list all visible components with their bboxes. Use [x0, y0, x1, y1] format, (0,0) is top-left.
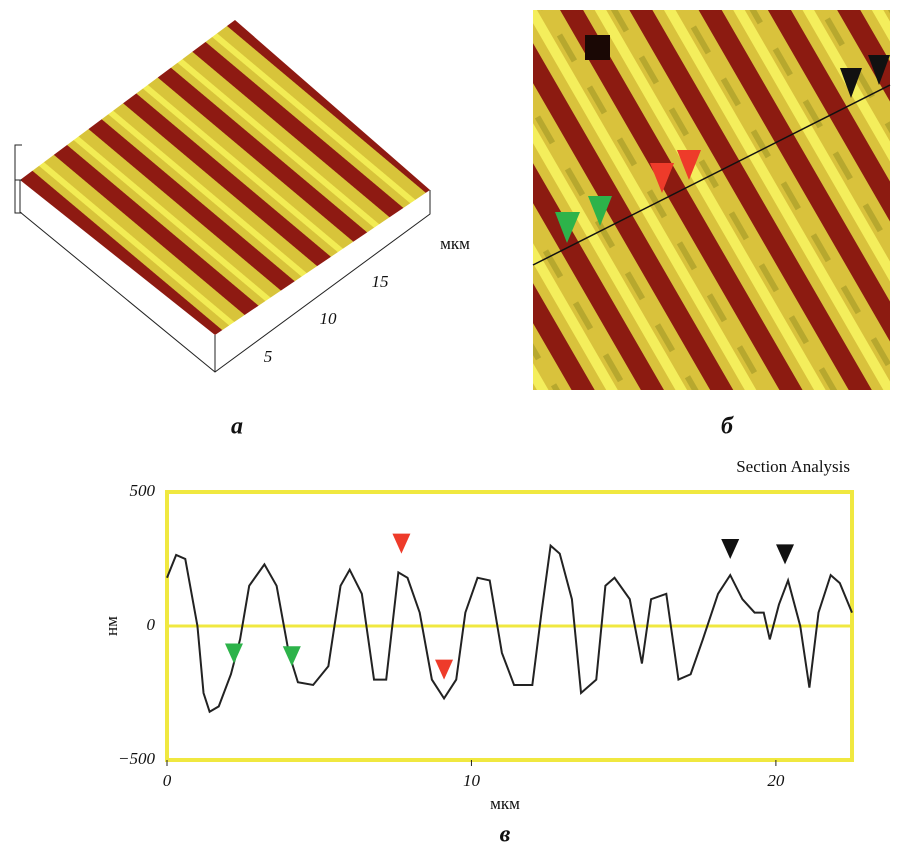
- section-chart: Section Analysis мкм нм в: [102, 457, 850, 848]
- y-tick-label: 500: [130, 481, 156, 500]
- x-tick-label: 0: [163, 771, 172, 790]
- cursor: [677, 150, 701, 180]
- panel-b: б: [532, 10, 891, 440]
- panel-label: б: [721, 414, 734, 440]
- cursor: [840, 68, 862, 98]
- panel-label: а: [231, 414, 243, 440]
- defect: [585, 35, 610, 60]
- y-tick-label: −500: [118, 749, 155, 768]
- cursor: [555, 212, 580, 243]
- axis-unit: мкм: [440, 234, 470, 253]
- panel-label: в: [500, 822, 511, 848]
- cursor-marker: [435, 659, 454, 680]
- x-axis-label: мкм: [490, 794, 520, 813]
- afm-image: [533, 10, 890, 390]
- z-scale: [14, 144, 22, 214]
- y-axis-label: нм: [102, 616, 121, 636]
- axis-tick-label: 5: [264, 347, 273, 366]
- y-tick-label: 0: [147, 615, 156, 634]
- cursor: [868, 55, 890, 85]
- x-tick-label: 20: [767, 771, 785, 790]
- chart-title: Section Analysis: [736, 457, 850, 476]
- cursor: [588, 196, 612, 226]
- cursor-marker: [224, 643, 243, 664]
- cursor-marker: [776, 544, 795, 565]
- cursor-marker: [721, 539, 740, 559]
- surface-3d: [20, 20, 430, 335]
- panel-a: мкм 15 10 5 а: [14, 20, 470, 440]
- cursor: [650, 163, 674, 193]
- axis-tick-label: 10: [320, 309, 338, 328]
- cursor-marker: [282, 646, 301, 667]
- cursor-marker: [392, 533, 411, 554]
- profile-line: [166, 543, 853, 714]
- axis-tick-label: 15: [372, 272, 389, 291]
- x-tick-label: 10: [463, 771, 481, 790]
- section-line: [532, 84, 891, 266]
